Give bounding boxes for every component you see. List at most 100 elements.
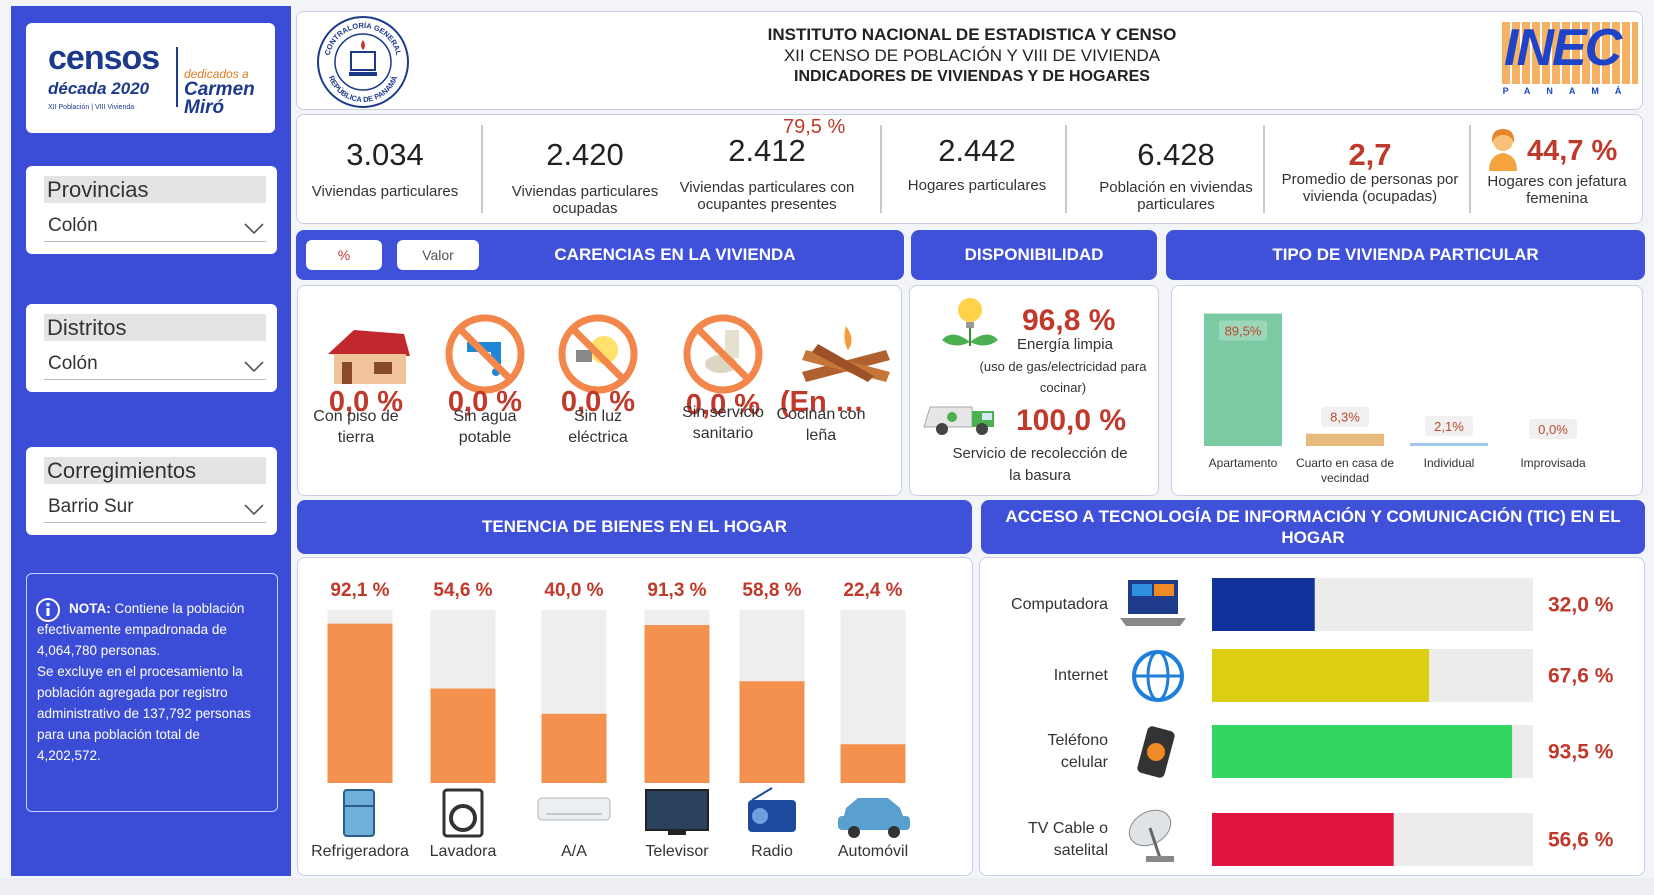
separator	[481, 125, 483, 213]
disponibilidad-panel: 96,8 % Energía limpia (uso de gas/electr…	[909, 285, 1159, 496]
kpi-value: 3.034	[295, 137, 475, 173]
icon-part	[752, 808, 768, 824]
value-label: 40,0 %	[544, 580, 603, 601]
internet-icon	[1134, 652, 1182, 700]
icon-part	[374, 362, 392, 374]
bar	[1212, 649, 1429, 702]
value-label: 32,0 %	[1548, 594, 1614, 617]
inec-logo: INEC PANAMÁ	[1502, 22, 1638, 102]
icon-part	[245, 362, 263, 371]
tipo-vivienda-panel: 89,5%8,3%2,1%0,0% ApartamentoCuarto en c…	[1171, 285, 1643, 496]
bar	[431, 689, 496, 783]
value-label: 58,8 %	[742, 580, 801, 601]
tv-icon	[646, 790, 708, 835]
logo-brand: censos	[48, 39, 159, 78]
x-tick-label: Individual	[1399, 456, 1499, 471]
value-label: 67,6 %	[1548, 665, 1614, 688]
icon-part	[342, 362, 352, 384]
logo-subtitle: XII Población | VIII Vivienda	[48, 104, 134, 111]
x-tick-label: Improvisada	[1503, 456, 1603, 471]
filter: Corregimientos Barrio Sur	[26, 447, 277, 535]
radio-icon	[748, 788, 796, 832]
bar	[1306, 434, 1384, 446]
filter-label: Corregimientos	[44, 457, 266, 484]
kpi-share: 79,5 %	[783, 116, 845, 139]
filter-dropdown[interactable]: Colón	[44, 212, 266, 242]
x-tick-label: Apartamento	[1193, 456, 1293, 471]
kpi-row: 3.034 Viviendas particulares 2.420 Vivie…	[296, 114, 1643, 224]
kpi-label: Viviendas particulares con ocupantes pre…	[663, 179, 871, 213]
icon-part	[349, 72, 377, 76]
value-label: 2,1%	[1434, 419, 1464, 434]
washer-icon	[444, 790, 482, 836]
car-icon	[838, 798, 910, 838]
icon-part	[936, 423, 948, 435]
bar	[1212, 813, 1394, 866]
filter-label: Distritos	[44, 314, 266, 341]
section-title: TENENCIA DE BIENES EN EL HOGAR	[482, 517, 787, 537]
no-water-icon	[443, 312, 527, 396]
separator	[880, 125, 882, 213]
value-label: 56,6 %	[1548, 829, 1614, 852]
header: CONTRALORÍA GENERAL REPÚBLICA DE PANAMÁ …	[296, 11, 1643, 110]
x-tick-label: Automóvil	[838, 843, 908, 860]
info-icon	[35, 597, 61, 623]
availability-value: 96,8 %	[1022, 304, 1115, 338]
icon-part	[982, 413, 992, 420]
dropdown-chevron[interactable]	[244, 223, 264, 235]
value-label: 91,3 %	[647, 580, 706, 601]
availability-label: Servicio de recolección de la basura	[950, 443, 1130, 487]
kpi-label: Población en viviendas particulares	[1086, 179, 1266, 213]
section-header: DISPONIBILIDAD	[911, 230, 1157, 280]
x-tick-label: Lavadora	[430, 843, 497, 860]
x-tick-label: Refrigeradora	[311, 843, 409, 860]
firewood-icon	[798, 316, 894, 386]
icon-part	[1120, 618, 1186, 626]
icon-part	[848, 826, 860, 838]
page: Indicadores de Viviendas y de Hogares {"…	[0, 0, 1654, 895]
x-tick-label: Radio	[751, 843, 793, 860]
dropdown-chevron[interactable]	[244, 361, 264, 373]
logo-name: CarmenMiró	[184, 81, 255, 117]
bar	[542, 714, 607, 783]
toggle-button[interactable]: %	[306, 240, 382, 270]
filter-dropdown[interactable]: Barrio Sur	[44, 493, 266, 523]
icon-part	[328, 330, 410, 356]
note-text: NOTA: Contiene la población efectivament…	[37, 598, 267, 661]
icon-part	[976, 423, 988, 435]
dropdown-chevron[interactable]	[244, 504, 264, 516]
filter-dropdown[interactable]: Colón	[44, 350, 266, 380]
availability-detail: (uso de gas/electricidad para cocinar)	[978, 356, 1148, 398]
kpi-label: Viviendas particulares	[295, 183, 475, 200]
bar	[645, 625, 710, 783]
icon-part	[1147, 743, 1165, 761]
icon-part	[576, 350, 592, 362]
carencia-label: Cocinan con leña	[776, 404, 866, 446]
section-title: TIPO DE VIVIENDA PARTICULAR	[1272, 245, 1538, 265]
icon-part	[47, 608, 50, 616]
toggle-button[interactable]: Valor	[397, 240, 479, 270]
woman-icon	[1483, 125, 1523, 173]
dashboard: censos década 2020 XII Población | VIII …	[0, 0, 1654, 895]
availability-value: 100,0 %	[1016, 404, 1126, 438]
section-header: ACCESO A TECNOLOGÍA DE INFORMACIÓN Y COM…	[981, 500, 1645, 554]
value-label: 54,6 %	[433, 580, 492, 601]
house-icon	[324, 326, 414, 386]
logo-name-last: Miró	[184, 97, 224, 118]
icon-part	[966, 322, 974, 328]
bar-chart: 92,1 % Refrigeradora 54,6 % Lavadora 40,0 % A…	[298, 558, 972, 875]
logo-decade: década 2020	[48, 79, 149, 99]
icon-part	[245, 505, 263, 514]
icon-part	[1132, 584, 1152, 596]
value-label: 92,1 %	[330, 580, 389, 601]
carencia-label: Con piso de tierra	[306, 406, 406, 448]
availability-label: Energía limpia	[970, 336, 1160, 353]
bar	[740, 681, 805, 783]
section-title: DISPONIBILIDAD	[965, 245, 1104, 265]
value-label: 8,3%	[1330, 410, 1360, 425]
icon-part	[942, 334, 970, 345]
icon-part	[318, 17, 408, 107]
section-header: TENENCIA DE BIENES EN EL HOGAR	[297, 500, 972, 554]
phone-icon	[1136, 725, 1175, 779]
title-line: INDICADORES DE VIVIENDAS Y DE HOGARES	[627, 66, 1317, 87]
